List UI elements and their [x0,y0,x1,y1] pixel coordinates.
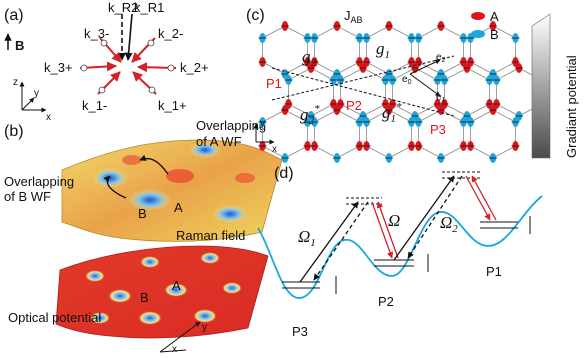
omega2-return-arrow [407,175,463,259]
axes-b: y x [159,321,207,355]
label-k-r2: k_R2 [108,0,138,15]
panel-a-label: (a) [4,7,24,24]
hopping-label: JAB [344,8,363,25]
panel-a: (a) B z y x [4,0,209,123]
raman-field-label: Raman field [176,228,245,243]
axis-y-label-c: y [260,118,265,129]
raman-field-surface [61,139,283,242]
label-k3-plus: k_3+ [44,60,73,75]
axis-x-label-c: x [272,144,277,155]
optical-potential-surface [55,245,269,339]
legend-b-swatch [471,30,485,38]
panel-b: (b) A B Overlapping of A WF Overlapping of… [4,118,283,355]
label-k2-plus: k_2+ [180,60,209,75]
omega-arrow-up-2 [471,175,497,221]
site-p1: P1 [266,76,282,91]
rabi-omega1: Ω1 [298,227,316,249]
axis-y-label-b: y [202,322,207,333]
wavevector-diagram: k_R2 k_R1 k_3- k_2- k_3+ k_2+ k_1- k_1+ [44,0,209,113]
legend-a-swatch [471,12,485,20]
site-a-lower: A [172,278,181,293]
legend-b-label: B [490,27,499,42]
overlap-a-label: Overlapping of A WF [196,118,266,149]
optical-potential-label: Optical potential [8,310,101,325]
axes-c: y x [253,118,277,155]
label-k1-minus: k_1- [82,98,107,113]
overlap-b-arrow [103,175,127,199]
site-p3: P3 [430,122,446,137]
panel-d: (d) Ω1 Ω Ω2 P3 P2 [257,165,543,339]
omega1-return-arrow [313,201,369,281]
honeycomb-lattice [262,25,542,159]
vector-e0-label: e0 [402,74,412,86]
gradient-label: Gradiant potential [564,55,579,158]
site-a-upper: A [174,200,183,215]
rabi-omega2: Ω2 [440,213,458,235]
panel-c: (c) JAB g2 g1 g2* g1* e2 e0 e1 P1 P2 P3 … [246,7,579,163]
e2-vector [409,59,441,75]
b-field-label: B [15,38,24,53]
overlap-b-label: Overlapping of B WF [4,174,74,204]
label-k-r1: k_R1 [134,0,164,15]
legend-a-label: A [490,9,499,24]
omega-arrow-up [376,201,399,259]
well-p2: P2 [378,294,394,309]
overlap-a-arrow [139,154,169,175]
e1-vector [409,73,441,97]
panel-d-label: (d) [274,165,294,182]
site-p2: P2 [346,98,362,113]
label-k3-minus: k_3- [84,26,109,41]
rabi-omega: Ω [388,211,400,230]
axis-x-label: x [46,112,51,123]
axes-a: z y x [13,77,51,123]
label-k1-plus: k_1+ [158,98,187,113]
well-p1: P1 [486,264,502,279]
vector-e2-label: e2 [436,52,446,64]
omega1-arrow [299,201,359,283]
sublattice-legend: A B [471,9,499,42]
coupling-g1: g1 [376,39,390,61]
label-k2-minus: k_2- [158,26,183,41]
g2-dashed-path [271,67,455,117]
omega-arrow-down-2 [465,175,491,221]
axis-y-label: y [34,88,39,99]
lattice-sites [258,21,546,163]
g1-dashed-path [271,55,455,101]
spin-arrows [335,216,531,294]
omega2-arrow [393,175,455,261]
site-b-lower: B [140,290,149,305]
potential-curve [257,195,543,299]
gradient-bar [531,13,551,159]
panel-b-label: (b) [4,123,24,140]
well-p3: P3 [292,324,308,339]
omega-arrow-down [371,201,394,259]
k-r1-beam [124,13,133,61]
axis-x-label-b: x [172,344,177,355]
b-field-indicator: B [4,33,24,53]
site-b-upper: B [138,206,147,221]
panel-c-label: (c) [246,7,265,24]
vector-e1-label: e1 [436,92,446,104]
axis-z-label: z [13,77,18,88]
